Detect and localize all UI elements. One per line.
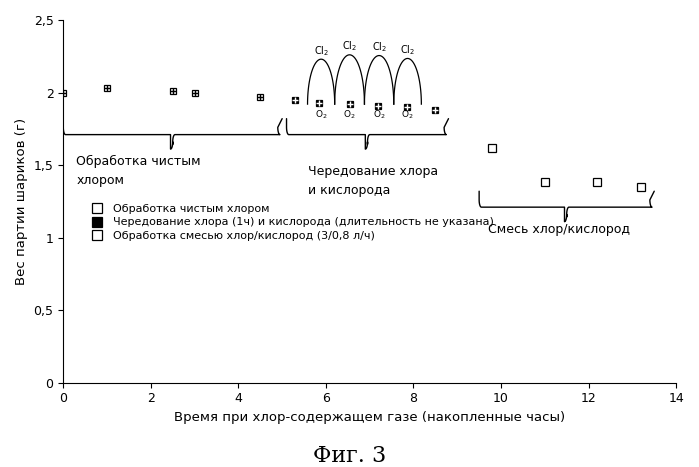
Text: Cl$_2$: Cl$_2$ xyxy=(400,43,415,57)
Text: O$_2$: O$_2$ xyxy=(373,108,385,121)
Legend: Обработка чистым хлором, Чередование хлора (1ч) и кислорода (длительность не ука: Обработка чистым хлором, Чередование хло… xyxy=(81,200,498,245)
Text: Смесь хлор/кислород: Смесь хлор/кислород xyxy=(488,223,630,236)
Text: Cl$_2$: Cl$_2$ xyxy=(342,40,357,53)
Text: и кислорода: и кислорода xyxy=(308,184,391,197)
Text: Cl$_2$: Cl$_2$ xyxy=(372,40,387,54)
Text: Фиг. 3: Фиг. 3 xyxy=(313,446,386,467)
Text: O$_2$: O$_2$ xyxy=(401,108,414,121)
Text: O$_2$: O$_2$ xyxy=(343,108,356,121)
X-axis label: Время при хлор-содержащем газе (накопленные часы): Время при хлор-содержащем газе (накоплен… xyxy=(174,411,565,424)
Text: O$_2$: O$_2$ xyxy=(315,108,327,121)
Y-axis label: Вес партии шариков (г): Вес партии шариков (г) xyxy=(15,118,28,285)
Text: Cl$_2$: Cl$_2$ xyxy=(314,44,329,58)
Text: Чередование хлора: Чередование хлора xyxy=(308,165,438,178)
Text: хлором: хлором xyxy=(76,174,124,187)
Text: Обработка чистым: Обработка чистым xyxy=(76,155,201,168)
